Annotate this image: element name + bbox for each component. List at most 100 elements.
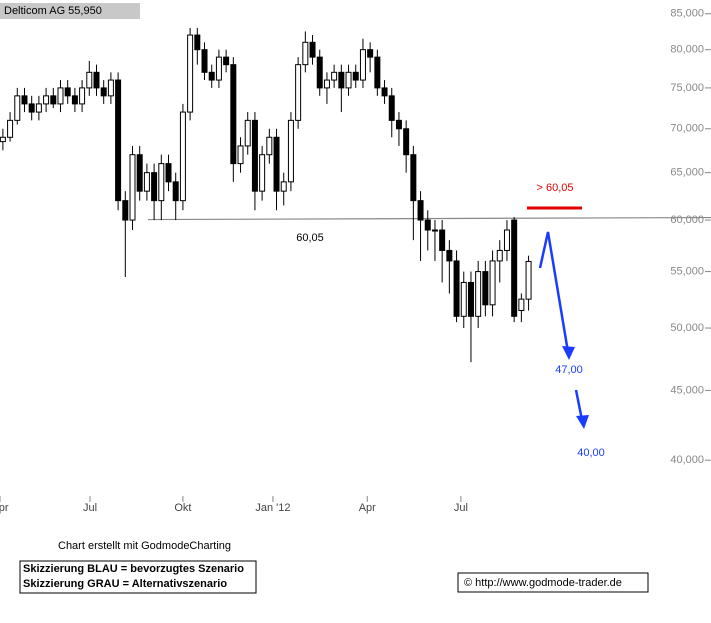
y-tick-label: 85,000: [670, 8, 704, 20]
support-line: [147, 216, 711, 221]
candle-body: [316, 56, 323, 89]
candle-body: [187, 34, 194, 113]
y-tick-label: 80,000: [670, 44, 704, 56]
candle-body: [115, 79, 122, 202]
candle-body: [122, 200, 129, 221]
candle-body: [309, 41, 316, 58]
candle-body: [388, 95, 395, 121]
candle-body: [323, 79, 330, 89]
title-box: [0, 3, 140, 19]
candle-body: [431, 229, 438, 232]
candle-body: [475, 271, 482, 317]
annotation: > 60,05: [536, 182, 573, 194]
candle-body: [446, 249, 453, 262]
candle-body: [35, 103, 42, 113]
candle-body: [43, 95, 50, 105]
candle-body: [381, 87, 388, 97]
candle-body: [280, 181, 287, 192]
candle-body: [403, 128, 410, 156]
candle-body: [374, 56, 381, 89]
candle-body: [439, 229, 446, 251]
candle-body: [151, 172, 158, 202]
candle-body: [57, 87, 64, 105]
y-tick-label: 75,000: [670, 82, 704, 94]
candle-body: [86, 71, 93, 89]
legend-text: Skizzierung BLAU = bevorzugtes Szenario: [23, 563, 244, 575]
candle-body: [237, 145, 244, 165]
candle-body: [273, 136, 280, 192]
annotation: 47,00: [555, 364, 583, 376]
annotation: 40,00: [577, 447, 605, 459]
candle-body: [172, 181, 179, 202]
candle-body: [251, 119, 258, 192]
x-tick-label: Jan '12: [255, 502, 290, 514]
candle-body: [93, 71, 100, 89]
candle-body: [345, 71, 352, 89]
candle-body: [359, 49, 366, 81]
y-tick-label: 55,000: [670, 265, 704, 277]
candle-body: [165, 163, 172, 183]
candle-body: [64, 87, 71, 97]
candle-body: [453, 260, 460, 317]
candle-body: [215, 56, 222, 81]
candle-body: [100, 87, 107, 97]
x-tick-label: Okt: [174, 502, 191, 514]
blue-arrow: [538, 231, 570, 353]
arrow-head: [576, 415, 589, 429]
candle-body: [352, 71, 359, 81]
candle-body: [208, 71, 215, 81]
candle-body: [143, 172, 150, 192]
plot-area: 85,000 80,000 75,000 70,000 65,000 60,000 55,0…: [0, 8, 711, 514]
candle-body: [71, 95, 78, 105]
candle-body: [338, 71, 345, 89]
candle-body: [503, 229, 510, 251]
candle-body: [295, 64, 302, 121]
candle-body: [194, 34, 201, 51]
candle-body: [525, 260, 532, 300]
candle-body: [460, 281, 467, 317]
candle-body: [410, 154, 417, 202]
candle-body: [467, 281, 474, 317]
candle-body: [179, 111, 186, 202]
candle-body: [482, 271, 489, 306]
y-tick-label: 60,000: [670, 214, 704, 226]
candle-body: [201, 49, 208, 73]
y-tick-label: 70,000: [670, 123, 704, 135]
candle-body: [129, 154, 136, 221]
candle-body: [136, 154, 143, 192]
candle-body: [424, 219, 431, 231]
legend-box: [19, 560, 257, 594]
candle-body: [496, 249, 503, 262]
candle-body: [28, 103, 35, 113]
x-tick-label: Jul: [83, 502, 97, 514]
y-tick-label: 65,000: [670, 167, 704, 179]
candle-body: [21, 95, 28, 105]
blue-arrow: [574, 389, 584, 421]
candle-body: [259, 154, 266, 192]
candle-body: [14, 95, 21, 121]
legend-text: Skizzierung GRAU = Alternativszenario: [23, 578, 227, 590]
candle-body: [223, 56, 230, 66]
candle-body: [244, 119, 251, 147]
x-tick-label: Apr: [0, 502, 9, 514]
candle-body: [489, 260, 496, 306]
candle-body: [511, 219, 518, 317]
y-tick-label: 50,000: [670, 322, 704, 334]
candle-body: [266, 136, 273, 156]
y-tick-label: 45,000: [670, 384, 704, 396]
candle-body: [7, 119, 14, 138]
candle-body: [518, 298, 525, 312]
candle-body: [107, 79, 114, 97]
candle-body: [302, 41, 309, 66]
candle-body: [50, 95, 57, 105]
candle-body: [367, 49, 374, 58]
candle-body: [287, 119, 294, 183]
y-tick-label: 40,000: [670, 454, 704, 466]
candle-body: [331, 71, 338, 81]
candle-body: [0, 136, 6, 143]
candle-body: [395, 119, 402, 130]
candle-body: [158, 163, 165, 202]
candle-body: [417, 200, 424, 221]
